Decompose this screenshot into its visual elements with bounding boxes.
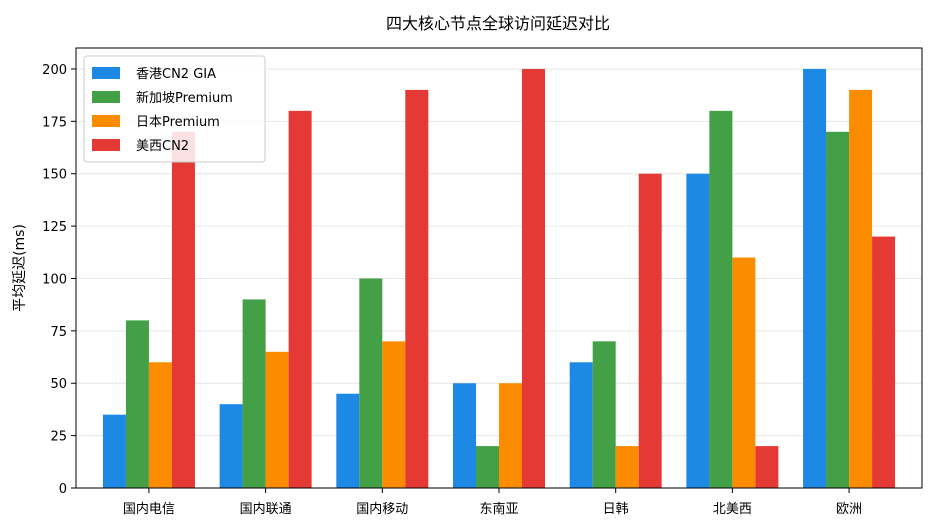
x-tick-label: 北美西	[713, 502, 752, 517]
bar	[592, 341, 616, 488]
x-tick-label: 东南亚	[479, 501, 518, 517]
y-tick-label: 25	[50, 430, 67, 445]
bar	[102, 414, 126, 488]
bar	[686, 173, 710, 488]
bar	[755, 446, 779, 488]
bar	[709, 110, 733, 488]
bars	[102, 68, 896, 489]
bar	[522, 68, 545, 488]
bar	[219, 404, 243, 488]
bar	[476, 446, 499, 488]
y-tick-label: 0	[59, 482, 67, 497]
y-tick-label: 100	[42, 272, 67, 287]
bar	[872, 236, 896, 488]
y-tick-label: 150	[42, 168, 67, 183]
y-tick-label: 175	[42, 115, 67, 130]
bar	[148, 362, 172, 488]
legend: 香港CN2 GIA 新加坡Premium 日本Premium 美西CN2	[83, 55, 266, 163]
legend-label: 美西CN2	[136, 139, 189, 154]
y-tick-label: 125	[42, 220, 67, 235]
bar	[732, 257, 756, 488]
y-tick-label: 200	[42, 63, 67, 78]
bar	[453, 383, 476, 488]
legend-label: 新加坡Premium	[136, 90, 233, 106]
y-tick-label: 50	[50, 377, 67, 392]
bar	[499, 383, 522, 488]
bar	[171, 131, 195, 489]
bar	[405, 89, 429, 489]
bar	[288, 110, 312, 488]
y-axis-title: 平均延迟(ms)	[12, 224, 28, 312]
bar	[615, 446, 639, 488]
x-tick-label: 日韩	[603, 502, 629, 517]
legend-label: 日本Premium	[136, 115, 220, 130]
x-tick-label: 国内联通	[240, 501, 292, 517]
y-axis: 0 25 50 75 100 125 150 175 200	[42, 63, 76, 497]
bar	[849, 89, 873, 489]
bar	[826, 131, 850, 489]
x-axis: 国内电信 国内联通 国内移动 东南亚 日韩 北美西 欧洲	[123, 488, 862, 517]
legend-box	[83, 55, 266, 163]
legend-swatch	[92, 67, 120, 79]
bar	[803, 68, 827, 488]
bar	[382, 341, 406, 488]
x-tick-label: 国内移动	[356, 501, 408, 517]
bar	[265, 351, 289, 488]
bar	[125, 320, 149, 488]
x-tick-label: 国内电信	[123, 501, 175, 517]
bar	[242, 299, 266, 488]
legend-swatch	[92, 91, 120, 103]
bar	[359, 278, 383, 488]
legend-swatch	[92, 115, 120, 127]
chart-title: 四大核心节点全球访问延迟对比	[386, 14, 610, 33]
bar	[569, 362, 593, 488]
legend-label: 香港CN2 GIA	[136, 67, 216, 82]
x-tick-label: 欧洲	[836, 502, 862, 517]
bar	[336, 393, 360, 488]
bar	[638, 173, 662, 488]
legend-swatch	[92, 139, 120, 151]
y-tick-label: 75	[50, 325, 67, 340]
